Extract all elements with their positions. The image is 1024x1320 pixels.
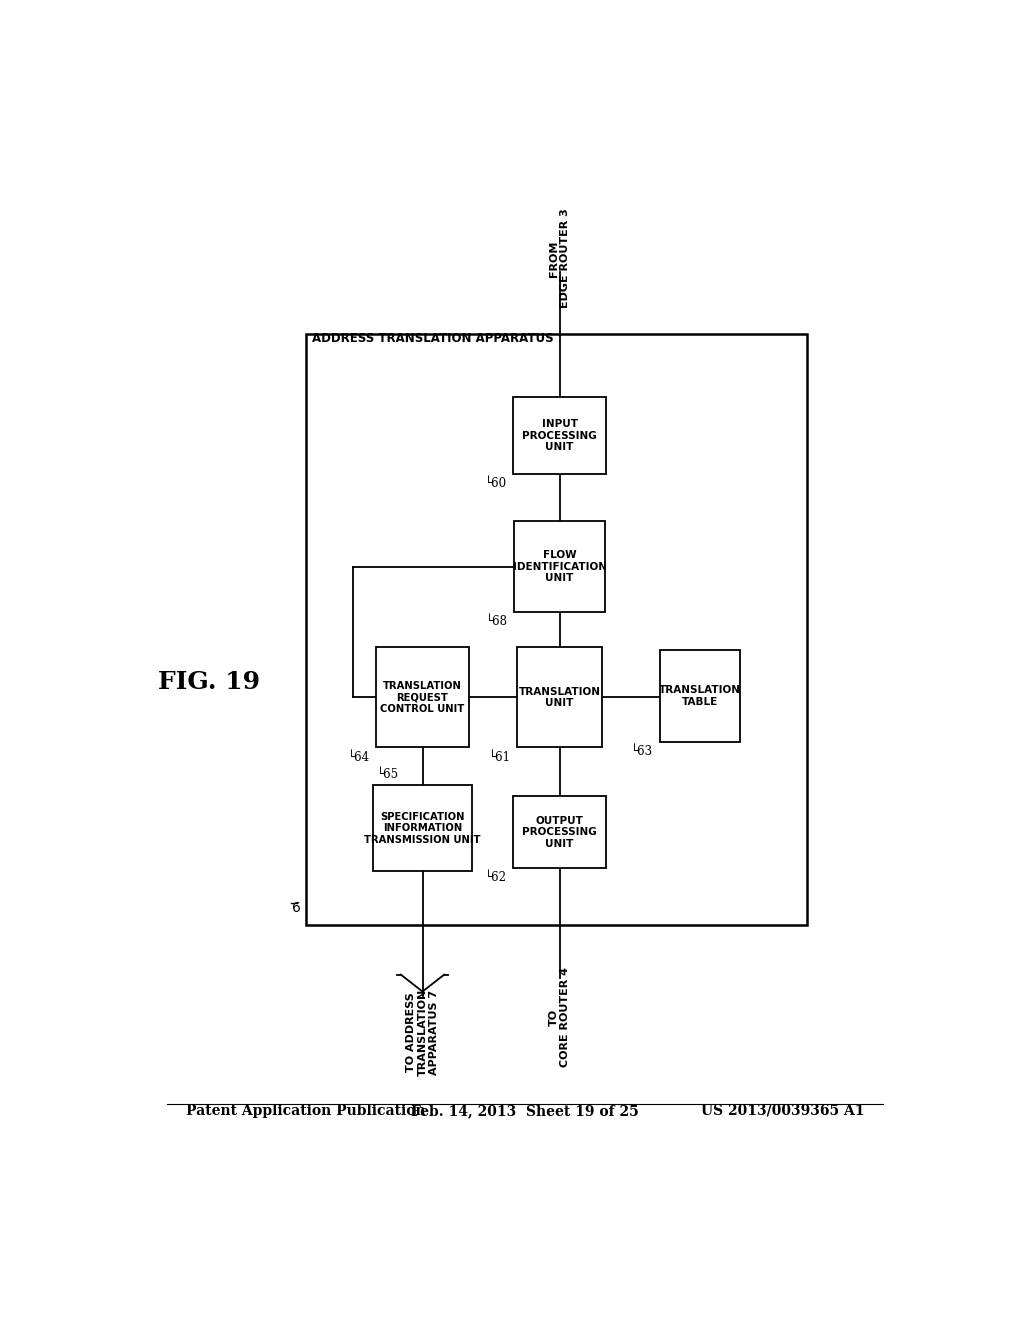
Text: FROM
EDGE ROUTER 3: FROM EDGE ROUTER 3 (549, 209, 570, 309)
Text: └62: └62 (485, 871, 507, 884)
Bar (517, 647, 602, 747)
Text: └60: └60 (484, 478, 507, 490)
Bar (513, 397, 606, 474)
Text: FIG. 19: FIG. 19 (159, 671, 260, 694)
Text: └68: └68 (485, 615, 508, 628)
Text: US 2013/0039365 A1: US 2013/0039365 A1 (700, 1104, 864, 1118)
Text: └61: └61 (488, 751, 511, 763)
Text: 6: 6 (292, 902, 301, 916)
Bar (513, 796, 606, 869)
Text: TO
CORE ROUTER 4: TO CORE ROUTER 4 (549, 968, 570, 1067)
Bar (306, 334, 807, 924)
Text: TO ADDRESS
TRANSLATION
APPARATUS 7: TO ADDRESS TRANSLATION APPARATUS 7 (406, 989, 439, 1076)
Bar (514, 521, 605, 612)
Text: Feb. 14, 2013  Sheet 19 of 25: Feb. 14, 2013 Sheet 19 of 25 (411, 1104, 639, 1118)
Text: TRANSLATION
TABLE: TRANSLATION TABLE (659, 685, 741, 706)
Text: Patent Application Publication: Patent Application Publication (186, 1104, 426, 1118)
Text: SPECIFICATION
INFORMATION
TRANSMISSION UNIT: SPECIFICATION INFORMATION TRANSMISSION U… (365, 812, 480, 845)
Text: ADDRESS TRANSLATION APPARATUS: ADDRESS TRANSLATION APPARATUS (312, 331, 554, 345)
Text: OUTPUT
PROCESSING
UNIT: OUTPUT PROCESSING UNIT (522, 816, 597, 849)
Bar (376, 647, 469, 747)
Text: └65: └65 (377, 768, 399, 781)
Text: INPUT
PROCESSING
UNIT: INPUT PROCESSING UNIT (522, 418, 597, 453)
Text: FLOW
IDENTIFICATION
UNIT: FLOW IDENTIFICATION UNIT (513, 550, 606, 583)
Text: └64: └64 (348, 751, 370, 763)
Text: TRANSLATION
UNIT: TRANSLATION UNIT (519, 686, 601, 709)
Text: TRANSLATION
REQUEST
CONTROL UNIT: TRANSLATION REQUEST CONTROL UNIT (380, 681, 465, 714)
Bar (373, 785, 472, 871)
Bar (659, 649, 740, 742)
Text: └63: └63 (632, 744, 653, 758)
